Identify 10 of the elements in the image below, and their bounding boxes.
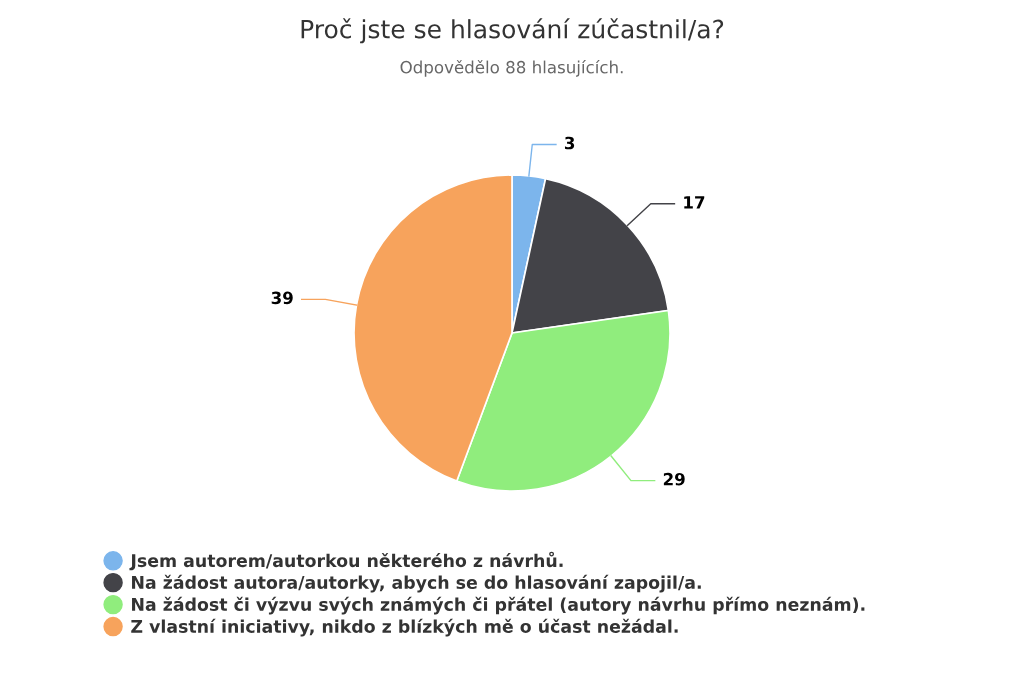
data-label: 17 <box>684 196 705 209</box>
data-label: 29 <box>663 472 685 486</box>
data-label: 3 <box>564 136 575 150</box>
legend-label: Na žádost či výzvu svých známých či přátel (autory návrhu přímo neznám). <box>132 596 865 615</box>
data-label: 39 <box>271 291 293 305</box>
chart-subtitle: Odpovědělo 88 hlasujících. <box>400 59 623 77</box>
legend-label: Jsem autorem/autorkou některého z návrhů. <box>129 551 563 571</box>
legend-label: Z vlastní iniciativy, nikdo z blízkých mě o účast nežádal. <box>131 618 678 637</box>
chart-title: Proč jste se hlasování zúčastnil/a? <box>301 18 724 44</box>
legend-label: Na žádost autora/autorky, abych se do hlasování zapojil/a. <box>132 574 701 593</box>
